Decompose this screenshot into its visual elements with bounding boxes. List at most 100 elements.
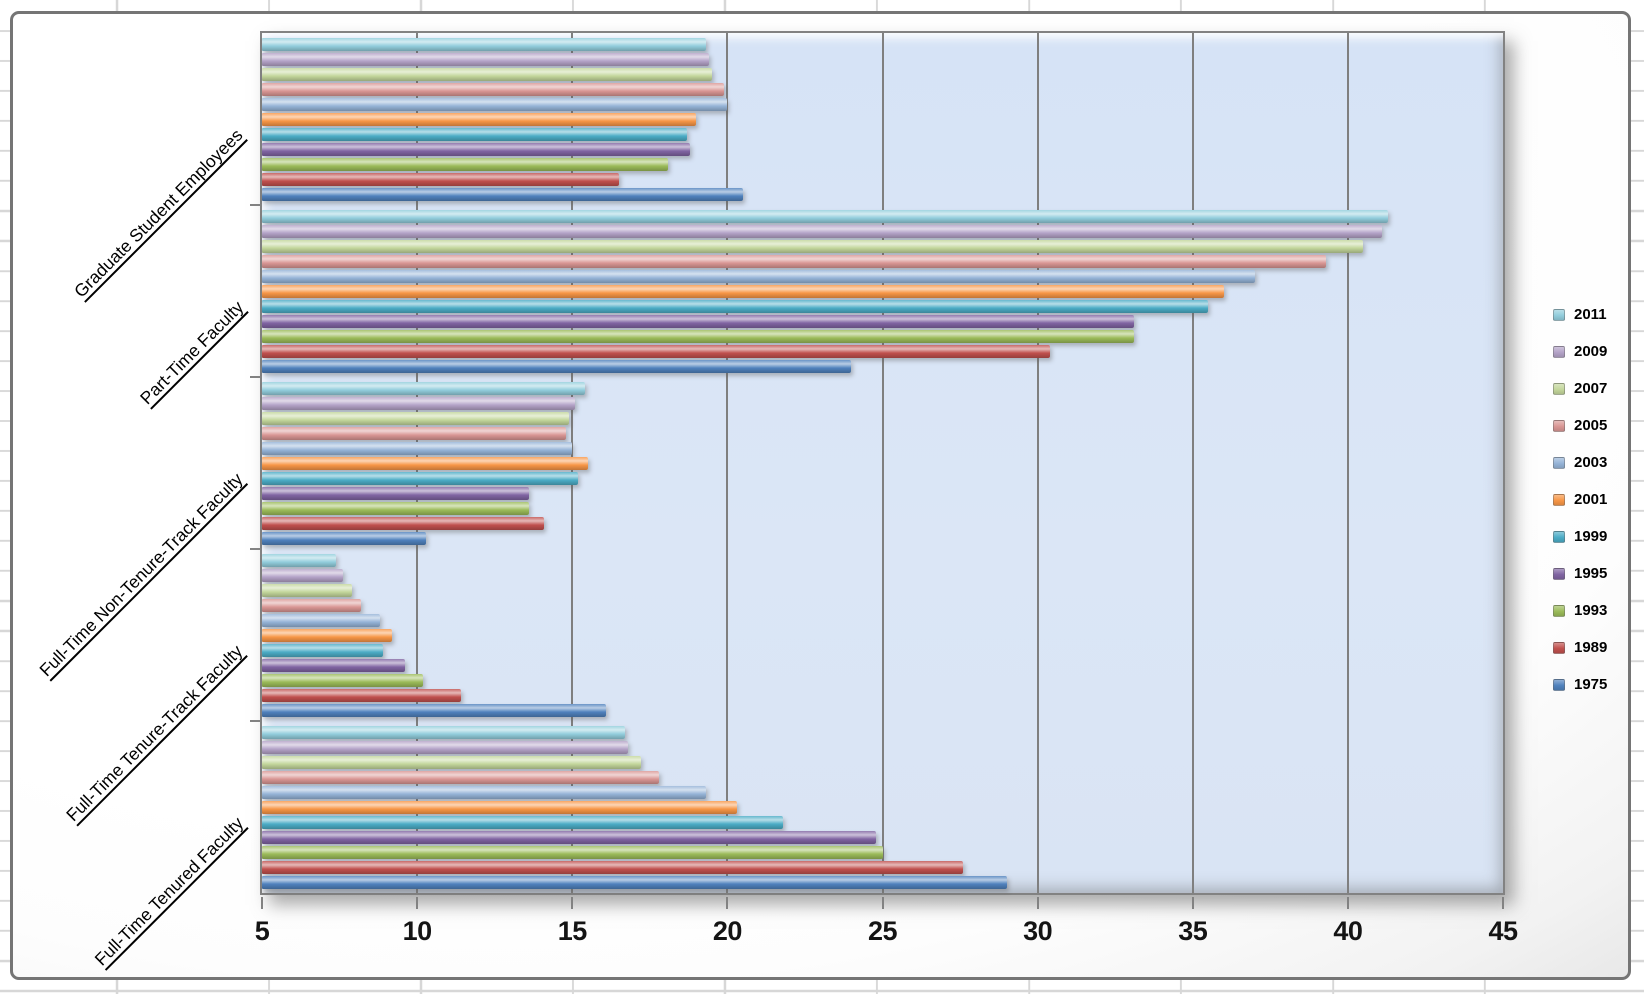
bar-1975[interactable] bbox=[262, 187, 743, 201]
bar-2001[interactable] bbox=[262, 112, 697, 126]
bar-2007[interactable] bbox=[262, 411, 570, 425]
bar-1993[interactable] bbox=[262, 501, 529, 515]
legend-item-2005[interactable]: 2005 bbox=[1553, 407, 1607, 444]
bar-1999[interactable] bbox=[262, 471, 579, 485]
bar-2009[interactable] bbox=[262, 224, 1382, 238]
x-tick bbox=[1191, 897, 1194, 909]
bar-2001[interactable] bbox=[262, 628, 393, 642]
x-tick-label: 35 bbox=[1178, 916, 1208, 946]
bar-2005[interactable] bbox=[262, 254, 1327, 268]
bar-1995[interactable] bbox=[262, 658, 405, 672]
bar-1975[interactable] bbox=[262, 703, 607, 717]
plot-area[interactable] bbox=[260, 31, 1505, 895]
bar-1999[interactable] bbox=[262, 127, 688, 141]
bar-1993[interactable] bbox=[262, 673, 424, 687]
category-boundary-tick bbox=[250, 720, 262, 722]
legend-item-2007[interactable]: 2007 bbox=[1553, 370, 1607, 407]
x-tick-label: 15 bbox=[557, 916, 588, 946]
bar-2009[interactable] bbox=[262, 568, 343, 582]
bar-1999[interactable] bbox=[262, 815, 784, 829]
vertical-gridline bbox=[1036, 33, 1039, 893]
bar-1993[interactable] bbox=[262, 329, 1134, 343]
bar-2011[interactable] bbox=[262, 381, 585, 395]
x-tick-label: 25 bbox=[867, 916, 898, 946]
bar-2011[interactable] bbox=[262, 37, 706, 51]
legend-swatch bbox=[1553, 493, 1565, 506]
legend-swatch bbox=[1553, 567, 1565, 580]
bar-2011[interactable] bbox=[262, 553, 337, 567]
bar-1989[interactable] bbox=[262, 172, 619, 186]
legend-label: 2003 bbox=[1574, 454, 1608, 471]
bar-2003[interactable] bbox=[262, 97, 728, 111]
bar-1989[interactable] bbox=[262, 860, 964, 874]
bar-groups bbox=[262, 33, 1503, 893]
legend-item-1995[interactable]: 1995 bbox=[1553, 555, 1607, 592]
legend-item-2003[interactable]: 2003 bbox=[1553, 444, 1607, 481]
bar-1989[interactable] bbox=[262, 344, 1051, 358]
legend[interactable]: 2011 2009 2007 2005 2003 2001 1999 1995 1993 1989… bbox=[1553, 296, 1607, 703]
bar-2005[interactable] bbox=[262, 598, 362, 612]
bar-1989[interactable] bbox=[262, 688, 461, 702]
bar-1995[interactable] bbox=[262, 486, 529, 500]
bar-2001[interactable] bbox=[262, 800, 737, 814]
bar-2003[interactable] bbox=[262, 613, 380, 627]
bar-1993[interactable] bbox=[262, 157, 669, 171]
legend-label: 2011 bbox=[1574, 306, 1607, 323]
bar-1999[interactable] bbox=[262, 299, 1209, 313]
bar-2003[interactable] bbox=[262, 269, 1255, 283]
bar-2007[interactable] bbox=[262, 239, 1364, 253]
vertical-gridline bbox=[726, 33, 729, 893]
bar-2005[interactable] bbox=[262, 426, 567, 440]
bar-2007[interactable] bbox=[262, 67, 712, 81]
legend-item-2001[interactable]: 2001 bbox=[1553, 481, 1607, 518]
bar-1989[interactable] bbox=[262, 516, 545, 530]
legend-item-1975[interactable]: 1975 bbox=[1553, 666, 1607, 703]
legend-swatch bbox=[1553, 678, 1565, 691]
bar-1975[interactable] bbox=[262, 875, 1007, 889]
legend-item-1999[interactable]: 1999 bbox=[1553, 518, 1607, 555]
bar-2009[interactable] bbox=[262, 396, 576, 410]
legend-swatch bbox=[1553, 308, 1565, 321]
legend-swatch bbox=[1553, 456, 1565, 469]
legend-item-2009[interactable]: 2009 bbox=[1553, 333, 1607, 370]
bar-2003[interactable] bbox=[262, 441, 573, 455]
bar-1975[interactable] bbox=[262, 531, 427, 545]
bar-2005[interactable] bbox=[262, 82, 725, 96]
x-tick bbox=[881, 897, 884, 909]
bar-2009[interactable] bbox=[262, 52, 709, 66]
bar-2007[interactable] bbox=[262, 583, 352, 597]
bar-group bbox=[262, 205, 1503, 377]
bar-1975[interactable] bbox=[262, 359, 852, 373]
category-boundary-tick bbox=[250, 548, 262, 550]
bar-1995[interactable] bbox=[262, 314, 1134, 328]
legend-label: 2007 bbox=[1574, 380, 1608, 397]
legend-item-1989[interactable]: 1989 bbox=[1553, 629, 1607, 666]
bar-1999[interactable] bbox=[262, 643, 383, 657]
bar-2005[interactable] bbox=[262, 770, 660, 784]
vertical-gridline bbox=[1346, 33, 1349, 893]
bar-2001[interactable] bbox=[262, 284, 1224, 298]
bar-1995[interactable] bbox=[262, 830, 877, 844]
x-tick-label: 40 bbox=[1333, 916, 1363, 946]
bar-1993[interactable] bbox=[262, 845, 883, 859]
x-tick-label: 45 bbox=[1488, 916, 1518, 946]
bar-1995[interactable] bbox=[262, 142, 691, 156]
bar-2001[interactable] bbox=[262, 456, 588, 470]
bar-2011[interactable] bbox=[262, 209, 1389, 223]
legend-item-2011[interactable]: 2011 bbox=[1553, 296, 1607, 333]
bar-2007[interactable] bbox=[262, 755, 641, 769]
legend-item-1993[interactable]: 1993 bbox=[1553, 592, 1607, 629]
bar-2009[interactable] bbox=[262, 740, 629, 754]
bar-group bbox=[262, 721, 1503, 893]
legend-label: 1975 bbox=[1574, 676, 1608, 693]
category-boundary-tick bbox=[250, 376, 262, 378]
x-tick-label: 5 bbox=[254, 916, 270, 946]
legend-label: 1999 bbox=[1574, 528, 1608, 545]
x-tick bbox=[261, 897, 263, 909]
legend-label: 1995 bbox=[1574, 565, 1608, 582]
bar-2011[interactable] bbox=[262, 725, 625, 739]
legend-swatch bbox=[1553, 641, 1565, 654]
legend-label: 2009 bbox=[1574, 343, 1608, 360]
legend-swatch bbox=[1553, 604, 1565, 617]
bar-2003[interactable] bbox=[262, 785, 706, 799]
